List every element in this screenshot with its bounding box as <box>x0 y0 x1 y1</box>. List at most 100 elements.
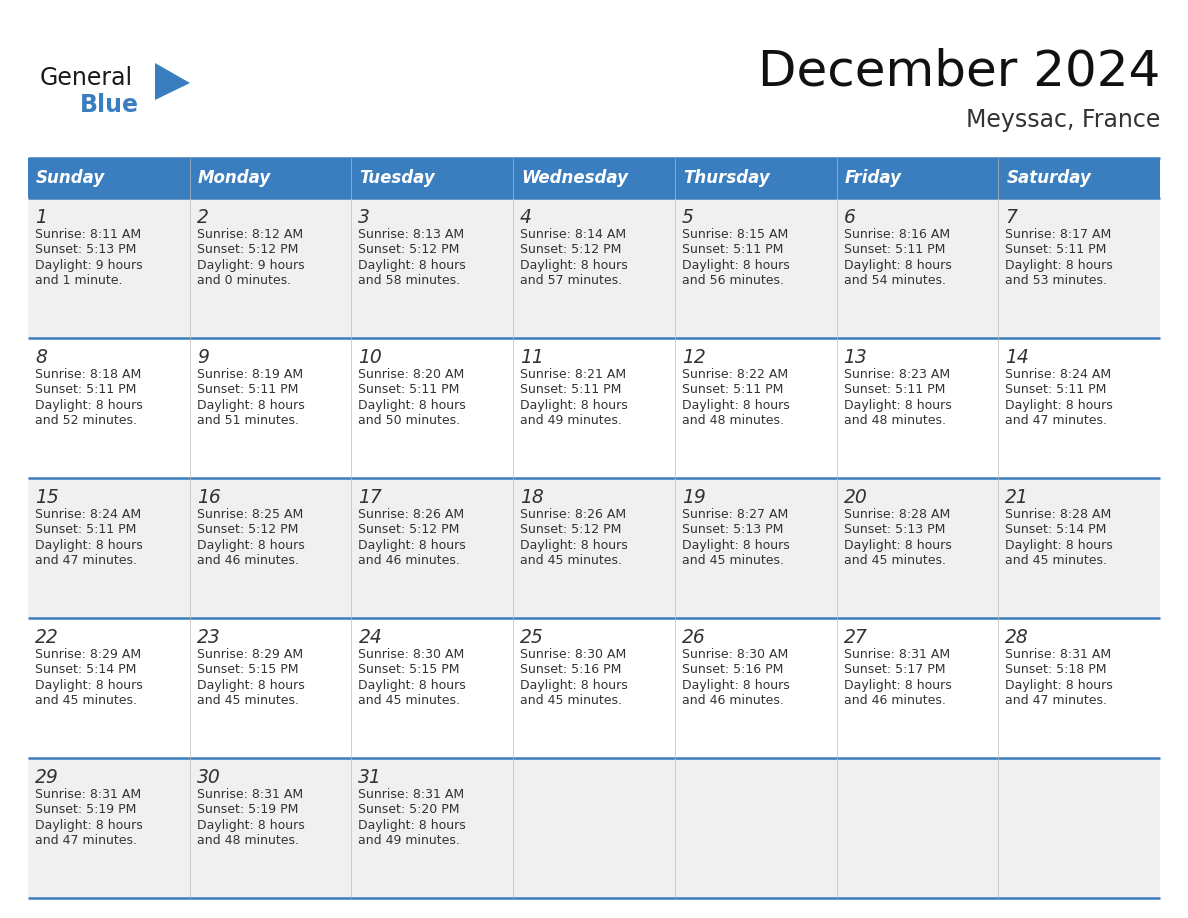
Text: Daylight: 8 hours: Daylight: 8 hours <box>682 259 790 272</box>
Text: General: General <box>40 66 133 90</box>
Text: December 2024: December 2024 <box>758 48 1159 96</box>
Text: Saturday: Saturday <box>1006 169 1091 187</box>
Text: and 1 minute.: and 1 minute. <box>34 274 122 287</box>
Text: Sunrise: 8:31 AM: Sunrise: 8:31 AM <box>843 647 949 660</box>
Text: Daylight: 9 hours: Daylight: 9 hours <box>34 259 143 272</box>
Text: 24: 24 <box>359 628 383 647</box>
Text: and 45 minutes.: and 45 minutes. <box>520 554 623 567</box>
Text: Daylight: 8 hours: Daylight: 8 hours <box>1005 398 1113 411</box>
Text: 3: 3 <box>359 208 371 227</box>
Text: Sunrise: 8:29 AM: Sunrise: 8:29 AM <box>197 647 303 660</box>
Text: Sunset: 5:14 PM: Sunset: 5:14 PM <box>34 663 137 676</box>
Text: Daylight: 8 hours: Daylight: 8 hours <box>520 259 628 272</box>
Text: 12: 12 <box>682 348 706 367</box>
Text: Sunset: 5:11 PM: Sunset: 5:11 PM <box>520 383 621 396</box>
Text: and 46 minutes.: and 46 minutes. <box>682 694 784 707</box>
Text: Sunset: 5:13 PM: Sunset: 5:13 PM <box>682 523 783 536</box>
Text: Sunrise: 8:24 AM: Sunrise: 8:24 AM <box>1005 367 1112 380</box>
Text: Sunrise: 8:28 AM: Sunrise: 8:28 AM <box>843 508 950 521</box>
Text: Sunrise: 8:26 AM: Sunrise: 8:26 AM <box>359 508 465 521</box>
Text: and 46 minutes.: and 46 minutes. <box>843 694 946 707</box>
Text: Friday: Friday <box>845 169 902 187</box>
Text: and 0 minutes.: and 0 minutes. <box>197 274 291 287</box>
Text: Sunrise: 8:31 AM: Sunrise: 8:31 AM <box>197 788 303 800</box>
Text: Sunrise: 8:29 AM: Sunrise: 8:29 AM <box>34 647 141 660</box>
Text: Sunset: 5:15 PM: Sunset: 5:15 PM <box>359 663 460 676</box>
Text: Sunrise: 8:19 AM: Sunrise: 8:19 AM <box>197 367 303 380</box>
Text: Sunrise: 8:22 AM: Sunrise: 8:22 AM <box>682 367 788 380</box>
Text: and 46 minutes.: and 46 minutes. <box>197 554 298 567</box>
Text: and 47 minutes.: and 47 minutes. <box>34 554 137 567</box>
Text: Sunset: 5:19 PM: Sunset: 5:19 PM <box>34 803 137 816</box>
Text: Sunset: 5:16 PM: Sunset: 5:16 PM <box>520 663 621 676</box>
Text: Sunday: Sunday <box>36 169 106 187</box>
Text: Sunrise: 8:31 AM: Sunrise: 8:31 AM <box>1005 647 1112 660</box>
Text: 30: 30 <box>197 768 221 787</box>
Text: Sunset: 5:11 PM: Sunset: 5:11 PM <box>359 383 460 396</box>
Text: and 45 minutes.: and 45 minutes. <box>359 694 461 707</box>
Text: Sunrise: 8:12 AM: Sunrise: 8:12 AM <box>197 228 303 241</box>
Text: Sunrise: 8:25 AM: Sunrise: 8:25 AM <box>197 508 303 521</box>
Text: 14: 14 <box>1005 348 1029 367</box>
Text: 17: 17 <box>359 488 383 507</box>
Text: Sunset: 5:11 PM: Sunset: 5:11 PM <box>843 243 944 256</box>
Text: 28: 28 <box>1005 628 1029 647</box>
Text: and 45 minutes.: and 45 minutes. <box>34 694 137 707</box>
Text: Tuesday: Tuesday <box>360 169 435 187</box>
Text: Sunrise: 8:18 AM: Sunrise: 8:18 AM <box>34 367 141 380</box>
Text: Sunset: 5:13 PM: Sunset: 5:13 PM <box>843 523 944 536</box>
Text: Daylight: 8 hours: Daylight: 8 hours <box>359 398 466 411</box>
Text: Sunset: 5:15 PM: Sunset: 5:15 PM <box>197 663 298 676</box>
Text: Thursday: Thursday <box>683 169 770 187</box>
Text: Daylight: 8 hours: Daylight: 8 hours <box>359 678 466 691</box>
Text: and 49 minutes.: and 49 minutes. <box>359 834 460 847</box>
Text: Sunrise: 8:17 AM: Sunrise: 8:17 AM <box>1005 228 1112 241</box>
Text: Blue: Blue <box>80 93 139 117</box>
Text: 15: 15 <box>34 488 58 507</box>
Text: and 47 minutes.: and 47 minutes. <box>34 834 137 847</box>
Text: Sunrise: 8:11 AM: Sunrise: 8:11 AM <box>34 228 141 241</box>
Polygon shape <box>154 63 190 100</box>
Text: Daylight: 8 hours: Daylight: 8 hours <box>359 819 466 832</box>
Text: and 56 minutes.: and 56 minutes. <box>682 274 784 287</box>
Text: Sunset: 5:16 PM: Sunset: 5:16 PM <box>682 663 783 676</box>
Text: Daylight: 8 hours: Daylight: 8 hours <box>520 398 628 411</box>
Text: 23: 23 <box>197 628 221 647</box>
Text: Sunrise: 8:30 AM: Sunrise: 8:30 AM <box>359 647 465 660</box>
Text: and 45 minutes.: and 45 minutes. <box>1005 554 1107 567</box>
Text: Meyssac, France: Meyssac, France <box>966 108 1159 132</box>
Text: Sunset: 5:11 PM: Sunset: 5:11 PM <box>197 383 298 396</box>
Text: Daylight: 8 hours: Daylight: 8 hours <box>34 398 143 411</box>
Text: Daylight: 8 hours: Daylight: 8 hours <box>197 819 304 832</box>
Text: Daylight: 8 hours: Daylight: 8 hours <box>843 678 952 691</box>
Bar <box>29 618 1159 758</box>
Text: Daylight: 8 hours: Daylight: 8 hours <box>197 678 304 691</box>
Text: and 57 minutes.: and 57 minutes. <box>520 274 623 287</box>
Text: and 48 minutes.: and 48 minutes. <box>197 834 298 847</box>
Text: Daylight: 8 hours: Daylight: 8 hours <box>843 398 952 411</box>
Text: and 47 minutes.: and 47 minutes. <box>1005 694 1107 707</box>
Text: and 49 minutes.: and 49 minutes. <box>520 414 623 427</box>
Text: 6: 6 <box>843 208 855 227</box>
Text: Sunrise: 8:21 AM: Sunrise: 8:21 AM <box>520 367 626 380</box>
Text: Sunrise: 8:16 AM: Sunrise: 8:16 AM <box>843 228 949 241</box>
Text: Daylight: 8 hours: Daylight: 8 hours <box>197 539 304 552</box>
Text: and 45 minutes.: and 45 minutes. <box>843 554 946 567</box>
Bar <box>513 158 675 198</box>
Text: Daylight: 8 hours: Daylight: 8 hours <box>1005 678 1113 691</box>
Text: Sunset: 5:20 PM: Sunset: 5:20 PM <box>359 803 460 816</box>
Text: and 52 minutes.: and 52 minutes. <box>34 414 137 427</box>
Text: and 46 minutes.: and 46 minutes. <box>359 554 460 567</box>
Text: 9: 9 <box>197 348 209 367</box>
Text: Daylight: 8 hours: Daylight: 8 hours <box>682 398 790 411</box>
Text: 31: 31 <box>359 768 383 787</box>
Bar <box>29 158 190 198</box>
Text: Sunrise: 8:24 AM: Sunrise: 8:24 AM <box>34 508 141 521</box>
Text: Daylight: 8 hours: Daylight: 8 hours <box>843 539 952 552</box>
Text: 22: 22 <box>34 628 58 647</box>
Text: Daylight: 8 hours: Daylight: 8 hours <box>682 678 790 691</box>
Text: and 45 minutes.: and 45 minutes. <box>520 694 623 707</box>
Text: and 51 minutes.: and 51 minutes. <box>197 414 298 427</box>
Text: 5: 5 <box>682 208 694 227</box>
Text: Daylight: 8 hours: Daylight: 8 hours <box>359 259 466 272</box>
